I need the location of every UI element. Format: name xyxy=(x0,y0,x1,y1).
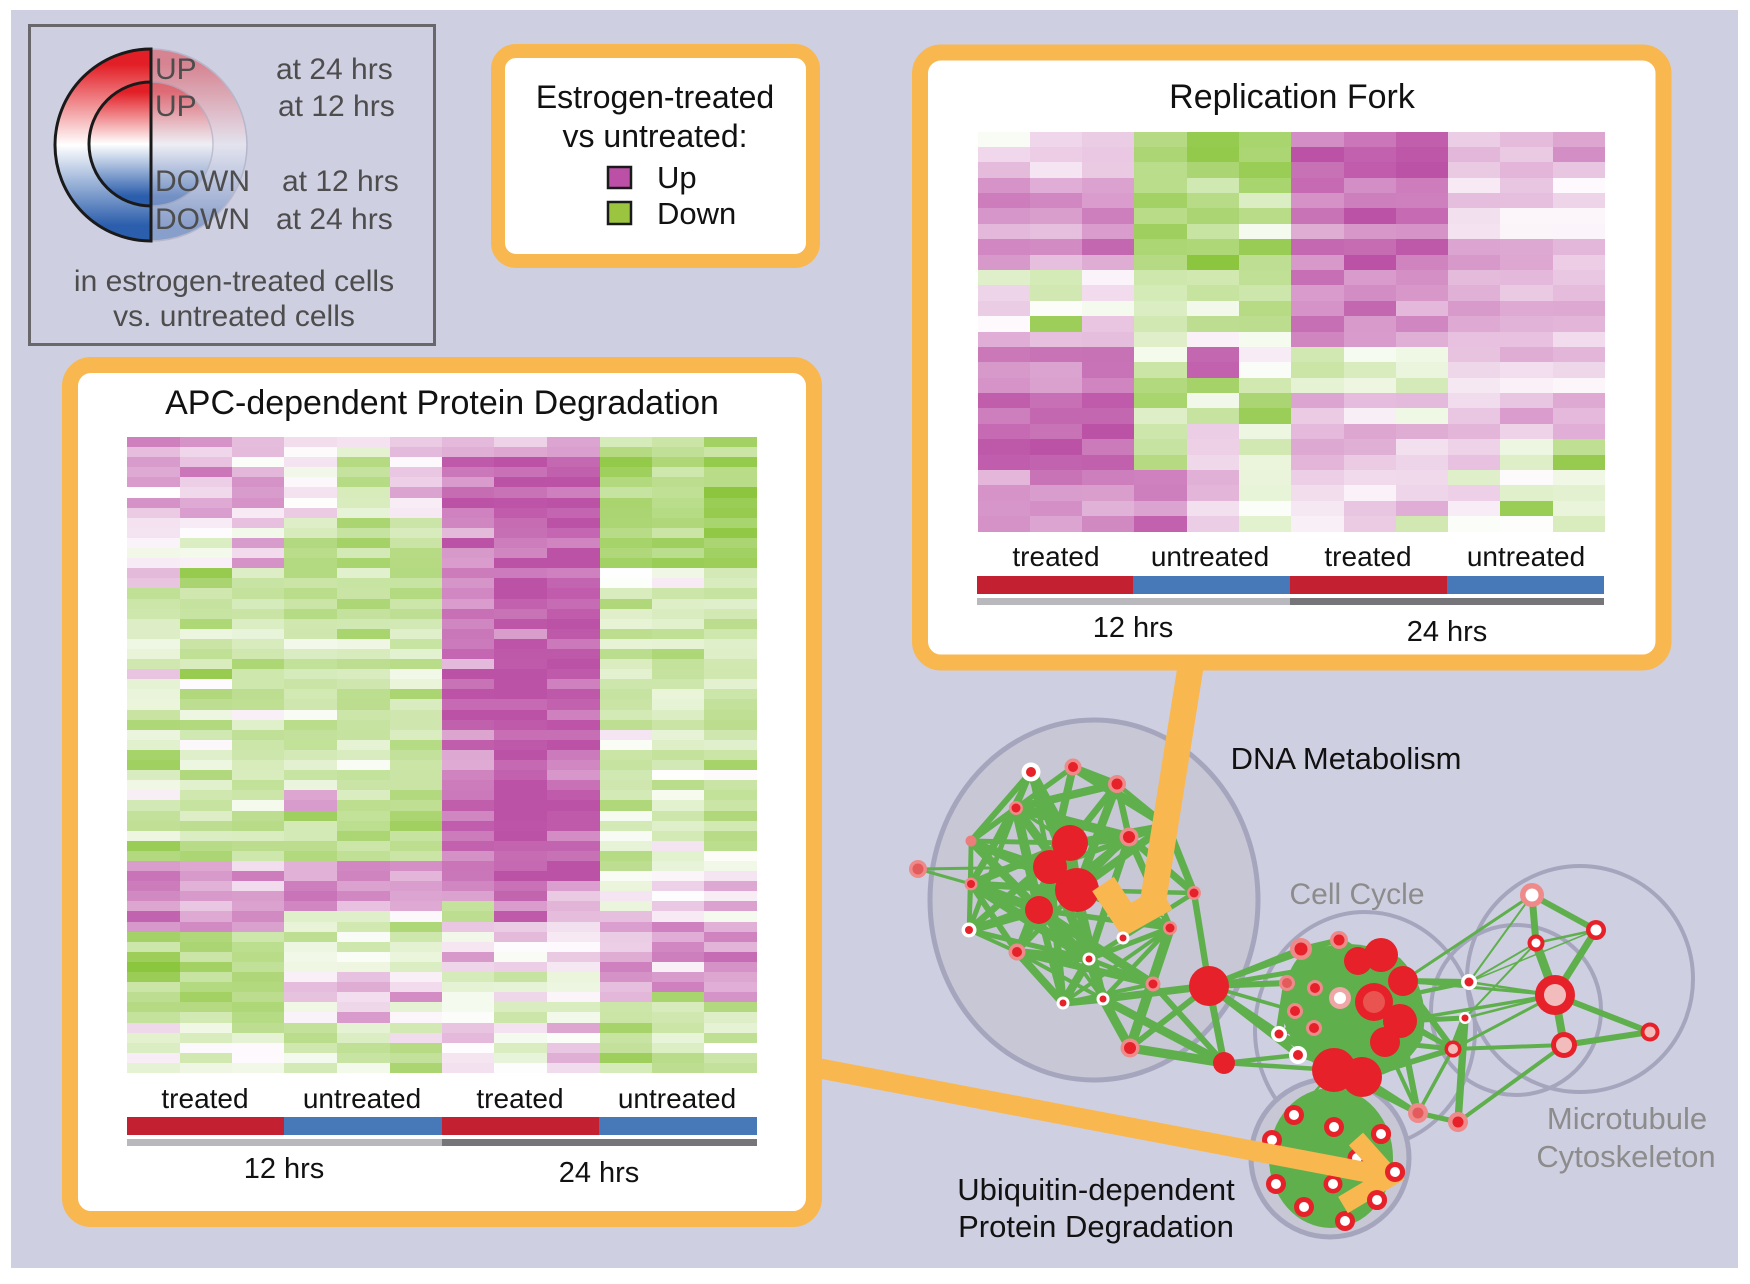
svg-text:Protein Degradation: Protein Degradation xyxy=(958,1209,1234,1244)
svg-text:treated: treated xyxy=(1012,541,1099,572)
svg-text:24 hrs: 24 hrs xyxy=(559,1157,640,1189)
svg-text:DOWN: DOWN xyxy=(155,203,250,236)
svg-text:in estrogen-treated cells: in estrogen-treated cells xyxy=(74,265,394,298)
svg-text:treated: treated xyxy=(161,1083,248,1114)
svg-text:untreated: untreated xyxy=(618,1083,736,1114)
svg-text:at 24 hrs: at 24 hrs xyxy=(276,203,393,236)
svg-text:untreated: untreated xyxy=(1467,541,1585,572)
svg-text:Replication Fork: Replication Fork xyxy=(1169,78,1416,116)
svg-text:DNA Metabolism: DNA Metabolism xyxy=(1231,741,1462,776)
svg-text:vs. untreated cells: vs. untreated cells xyxy=(113,300,355,333)
svg-text:12 hrs: 12 hrs xyxy=(1093,612,1174,644)
svg-text:treated: treated xyxy=(1324,541,1411,572)
svg-text:UP: UP xyxy=(155,90,197,123)
svg-text:Ubiquitin-dependent: Ubiquitin-dependent xyxy=(957,1172,1235,1207)
svg-text:APC-dependent Protein Degradat: APC-dependent Protein Degradation xyxy=(165,384,719,422)
svg-text:24 hrs: 24 hrs xyxy=(1407,616,1488,648)
svg-text:at 12 hrs: at 12 hrs xyxy=(282,165,399,198)
svg-text:at 24 hrs: at 24 hrs xyxy=(276,53,393,86)
svg-text:Down: Down xyxy=(657,196,736,231)
svg-text:12 hrs: 12 hrs xyxy=(244,1153,325,1185)
svg-text:Estrogen-treated: Estrogen-treated xyxy=(536,79,774,115)
svg-text:at 12 hrs: at 12 hrs xyxy=(278,90,395,123)
svg-text:vs untreated:: vs untreated: xyxy=(563,118,748,154)
svg-text:UP: UP xyxy=(155,53,197,86)
svg-text:Up: Up xyxy=(657,160,697,195)
svg-text:untreated: untreated xyxy=(303,1083,421,1114)
svg-text:Cell Cycle: Cell Cycle xyxy=(1289,878,1424,911)
svg-text:DOWN: DOWN xyxy=(155,165,250,198)
svg-text:untreated: untreated xyxy=(1151,541,1269,572)
svg-text:Cytoskeleton: Cytoskeleton xyxy=(1536,1139,1715,1174)
svg-text:treated: treated xyxy=(476,1083,563,1114)
svg-text:Microtubule: Microtubule xyxy=(1547,1101,1707,1136)
